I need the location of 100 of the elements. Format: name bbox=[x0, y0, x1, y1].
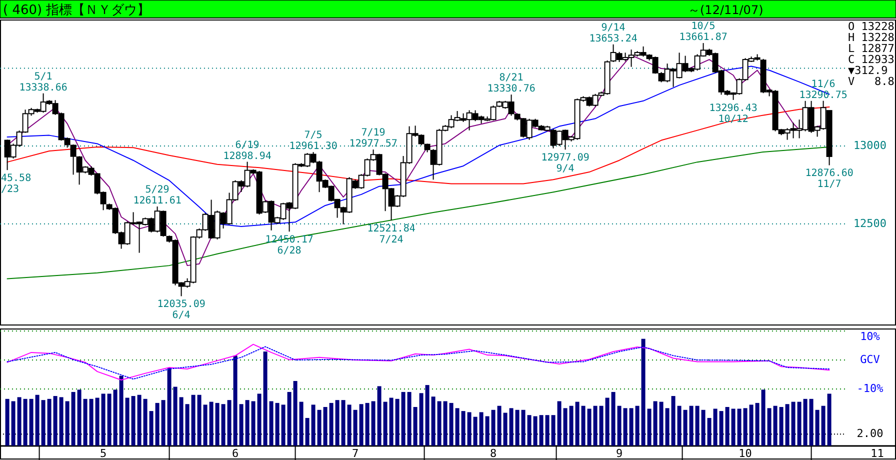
bar bbox=[161, 400, 166, 446]
bar bbox=[737, 408, 742, 446]
bar bbox=[425, 385, 430, 446]
x-tick-label: 6 bbox=[232, 447, 239, 460]
bar bbox=[113, 390, 118, 446]
bar bbox=[347, 404, 352, 446]
bar bbox=[287, 392, 292, 446]
bar bbox=[329, 402, 334, 446]
bar bbox=[17, 397, 22, 446]
bar bbox=[179, 397, 184, 446]
x-tick-label: 5 bbox=[100, 447, 107, 460]
bar bbox=[107, 394, 112, 446]
bar bbox=[479, 412, 484, 446]
bar bbox=[245, 400, 250, 446]
bar bbox=[143, 398, 148, 446]
bar bbox=[767, 408, 772, 446]
bar bbox=[497, 406, 502, 446]
bar bbox=[659, 402, 664, 446]
bar bbox=[239, 404, 244, 446]
bar bbox=[635, 406, 640, 446]
bar bbox=[461, 411, 466, 446]
bar bbox=[755, 402, 760, 446]
bar bbox=[515, 410, 520, 446]
bar bbox=[725, 406, 730, 446]
annotation: 5/1 13338.66 bbox=[19, 71, 68, 94]
bar bbox=[47, 398, 52, 446]
bar bbox=[605, 398, 610, 446]
bar bbox=[815, 410, 820, 446]
bar bbox=[359, 404, 364, 446]
bar bbox=[785, 404, 790, 446]
bar bbox=[683, 410, 688, 446]
annotation: 45.58 /23 bbox=[1, 173, 32, 196]
y-tick-label: GCV bbox=[860, 352, 880, 366]
bar bbox=[629, 408, 634, 446]
bar bbox=[563, 408, 568, 446]
bar bbox=[449, 402, 454, 446]
bar bbox=[647, 408, 652, 446]
bar bbox=[209, 402, 214, 446]
bar bbox=[641, 338, 646, 446]
bar bbox=[437, 401, 442, 446]
bar bbox=[71, 392, 76, 446]
bar bbox=[491, 410, 496, 446]
bar bbox=[383, 402, 388, 446]
bar bbox=[59, 397, 64, 446]
bar bbox=[719, 411, 724, 446]
bar bbox=[707, 418, 712, 446]
bar bbox=[551, 415, 556, 446]
bar bbox=[83, 398, 88, 446]
annotation: 12521.84 7/24 bbox=[367, 223, 416, 246]
bar bbox=[593, 406, 598, 446]
bar bbox=[395, 398, 400, 446]
bar bbox=[365, 402, 370, 446]
annotation: O 13228 bbox=[848, 20, 894, 33]
bar bbox=[41, 400, 46, 446]
bar bbox=[131, 396, 136, 446]
x-tick-label: 11 bbox=[870, 447, 884, 460]
bar bbox=[77, 390, 82, 446]
bar bbox=[35, 394, 40, 446]
bar bbox=[503, 412, 508, 446]
bar bbox=[227, 400, 232, 446]
bar bbox=[689, 406, 694, 446]
annotation: 5/29 12611.61 bbox=[133, 184, 182, 206]
bar bbox=[23, 398, 28, 446]
bar bbox=[539, 415, 544, 446]
bar bbox=[485, 416, 490, 446]
bar bbox=[803, 398, 808, 446]
annotation: L 12877 bbox=[848, 42, 894, 55]
annotation: 10/5 13661.87 bbox=[679, 21, 728, 44]
annotation: 11/6 13290.75 bbox=[799, 78, 848, 101]
bar bbox=[335, 400, 340, 446]
bar bbox=[401, 392, 406, 446]
bar bbox=[149, 411, 154, 446]
bar bbox=[407, 392, 412, 446]
bar bbox=[773, 406, 778, 446]
y-tick-label: 12500 bbox=[853, 216, 887, 230]
bar bbox=[257, 394, 262, 446]
bar bbox=[299, 402, 304, 446]
chart-title: ( 460) 指標【ＮＹダウ】 bbox=[3, 3, 150, 18]
bar bbox=[587, 408, 592, 446]
bar bbox=[173, 386, 178, 446]
y-tick-label: -10% bbox=[856, 382, 884, 395]
chart-subtitle: ～(12/11/07) bbox=[688, 3, 764, 17]
bar bbox=[743, 408, 748, 446]
annotation: 6/19 12898.94 bbox=[223, 140, 272, 162]
bar bbox=[191, 394, 196, 446]
annotation: 12876.60 11/7 bbox=[805, 168, 854, 190]
bar bbox=[95, 398, 100, 446]
bar bbox=[467, 412, 472, 446]
bar bbox=[653, 401, 658, 446]
bar bbox=[797, 402, 802, 446]
annotation: 12035.09 6/4 bbox=[157, 299, 206, 322]
bar bbox=[341, 400, 346, 446]
bar bbox=[29, 398, 34, 446]
bar bbox=[569, 406, 574, 446]
bar bbox=[545, 415, 550, 446]
bar bbox=[455, 408, 460, 446]
bar bbox=[473, 416, 478, 446]
annotation: C 12933 bbox=[848, 53, 894, 66]
bar bbox=[599, 406, 604, 446]
bar bbox=[185, 404, 190, 446]
